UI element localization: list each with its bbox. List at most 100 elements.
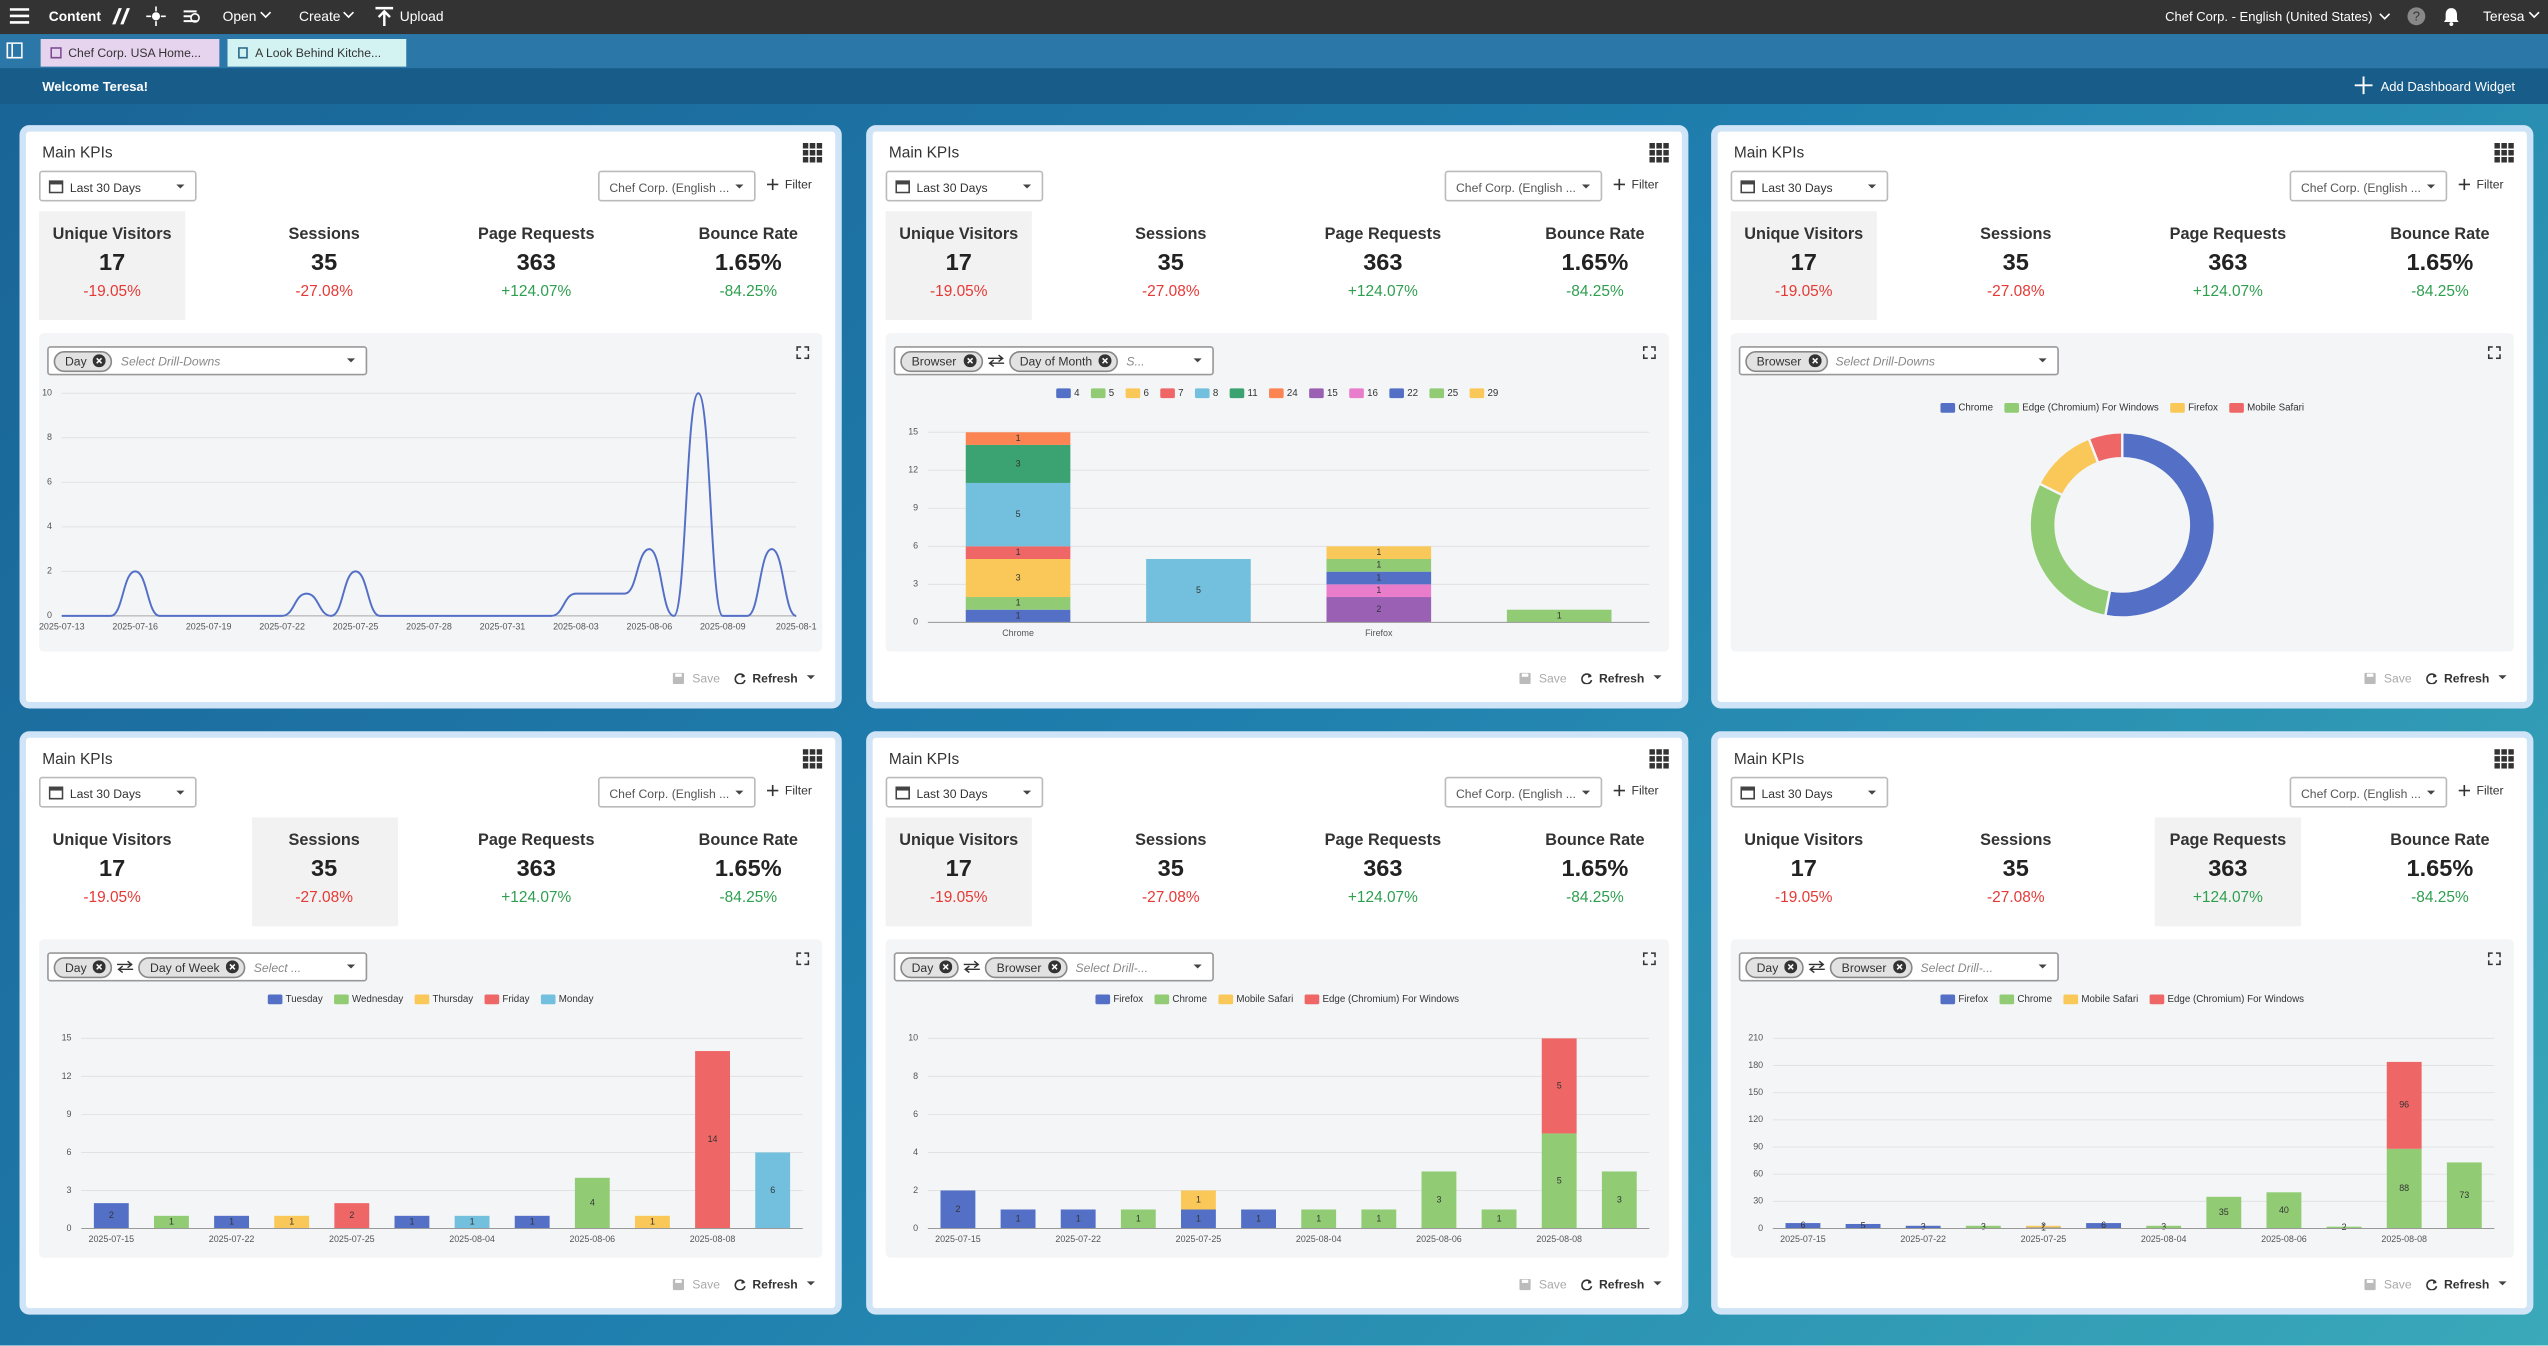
kpi-tile[interactable]: Bounce Rate 1.65% -84.25% [2367,817,2513,926]
kpi-tile[interactable]: Unique Visitors 17 -19.05% [1731,817,1877,926]
remove-chip-icon[interactable] [1892,960,1906,974]
app-name[interactable]: Content [48,8,101,25]
remove-chip-icon[interactable] [93,960,107,974]
site-dropdown[interactable]: Chef Corp. (English ... [1444,776,1603,808]
site-dropdown[interactable]: Chef Corp. (English ... [598,170,756,202]
remove-chip-icon[interactable] [939,960,953,974]
drilldown-chip[interactable]: Day of Week [138,956,246,978]
kpi-tile[interactable]: Page Requests 363 +124.07% [2154,817,2301,927]
date-range-dropdown[interactable]: Last 30 Days [885,776,1044,808]
notifications-icon[interactable] [2442,7,2460,27]
remove-chip-icon[interactable] [226,960,240,974]
remove-chip-icon[interactable] [93,354,107,368]
date-range-dropdown[interactable]: Last 30 Days [1730,170,1889,202]
tab[interactable]: A Look Behind Kitche... [227,39,407,67]
add-widget-button[interactable]: Add Dashboard Widget [2380,79,2516,95]
kpi-tile[interactable]: Page Requests 363 +124.07% [463,817,609,926]
site-dropdown[interactable]: Chef Corp. (English ... [2289,776,2448,808]
kpi-tile[interactable]: Sessions 35 -27.08% [1943,817,2089,926]
drilldown-chip[interactable]: Day [53,956,113,978]
widget-menu-icon[interactable] [1649,749,1669,769]
refresh-button[interactable]: Refresh [2426,671,2507,686]
swap-icon[interactable] [117,960,134,974]
kpi-tile[interactable]: Bounce Rate 1.65% -84.25% [1522,817,1668,926]
drilldown-selector[interactable]: Day Browser Select Drill-... [1738,952,2059,982]
fullscreen-icon[interactable] [1642,346,1656,360]
kpi-tile[interactable]: Unique Visitors 17 -19.05% [1730,211,1877,321]
filter-button[interactable]: Filter [1613,177,1659,192]
tab[interactable]: Chef Corp. USA Home... [40,39,220,67]
kpi-tile[interactable]: Unique Visitors 17 -19.05% [39,817,185,926]
kpi-tile[interactable]: Bounce Rate 1.65% -84.25% [675,817,821,926]
kpi-tile[interactable]: Sessions 35 -27.08% [1098,817,1244,926]
kpi-tile[interactable]: Unique Visitors 17 -19.05% [885,817,1032,927]
widget-menu-icon[interactable] [1649,143,1669,163]
kpi-tile[interactable]: Sessions 35 -27.08% [1943,211,2089,320]
kpi-tile[interactable]: Page Requests 363 +124.07% [2155,211,2301,320]
filter-button[interactable]: Filter [2458,177,2504,192]
help-icon[interactable]: ? [2407,7,2427,27]
kpi-tile[interactable]: Page Requests 363 +124.07% [463,211,609,320]
date-range-dropdown[interactable]: Last 30 Days [885,170,1044,202]
drilldown-chip[interactable]: Day [53,350,113,372]
fullscreen-icon[interactable] [2487,346,2501,360]
date-range-dropdown[interactable]: Last 30 Days [39,170,197,202]
site-dropdown[interactable]: Chef Corp. (English ... [2289,170,2448,202]
drilldown-selector[interactable]: Day Browser Select Drill-... [893,952,1214,982]
drilldown-chip[interactable]: Browser [900,350,983,372]
kpi-tile[interactable]: Sessions 35 -27.08% [251,817,398,927]
date-range-dropdown[interactable]: Last 30 Days [1730,776,1889,808]
user-menu[interactable]: Teresa [2483,8,2525,25]
menu-icon[interactable] [9,8,30,24]
refresh-button[interactable]: Refresh [1581,1277,1662,1292]
filter-button[interactable]: Filter [2458,783,2504,798]
drilldown-selector[interactable]: Browser Day of Month S... [893,346,1214,376]
kpi-tile[interactable]: Unique Visitors 17 -19.05% [885,211,1032,321]
kpi-tile[interactable]: Page Requests 363 +124.07% [1310,817,1456,926]
widget-menu-icon[interactable] [2494,143,2514,163]
menu-create[interactable]: Create [299,8,341,25]
date-range-dropdown[interactable]: Last 30 Days [39,776,197,808]
site-selector[interactable]: Chef Corp. - English (United States) [2165,9,2373,25]
kpi-tile[interactable]: Page Requests 363 +124.07% [1310,211,1456,320]
site-dropdown[interactable]: Chef Corp. (English ... [598,776,756,808]
kpi-tile[interactable]: Bounce Rate 1.65% -84.25% [2367,211,2513,320]
sidebar-toggle[interactable] [6,42,23,59]
swap-icon[interactable] [964,960,981,974]
drilldown-chip[interactable]: Day [900,956,960,978]
fullscreen-icon[interactable] [796,346,810,360]
drilldown-selector[interactable]: Browser Select Drill-Downs [1738,346,2059,376]
kpi-tile[interactable]: Sessions 35 -27.08% [251,211,397,320]
refresh-button[interactable]: Refresh [734,671,816,686]
kpi-tile[interactable]: Bounce Rate 1.65% -84.25% [675,211,821,320]
remove-chip-icon[interactable] [1784,960,1798,974]
drilldown-chip[interactable]: Browser [1830,956,1913,978]
menu-open[interactable]: Open [222,8,257,25]
remove-chip-icon[interactable] [962,354,976,368]
kpi-tile[interactable]: Bounce Rate 1.65% -84.25% [1522,211,1668,320]
filter-button[interactable]: Filter [1613,783,1659,798]
kpi-tile[interactable]: Unique Visitors 17 -19.05% [39,211,186,321]
filter-button[interactable]: Filter [767,177,812,192]
refresh-button[interactable]: Refresh [2426,1277,2507,1292]
refresh-button[interactable]: Refresh [734,1277,816,1292]
widget-menu-icon[interactable] [802,143,823,163]
filter-button[interactable]: Filter [767,783,812,798]
widget-menu-icon[interactable] [2494,749,2514,769]
remove-chip-icon[interactable] [1807,354,1821,368]
kpi-tile[interactable]: Sessions 35 -27.08% [1098,211,1244,320]
refresh-button[interactable]: Refresh [1581,671,1662,686]
remove-chip-icon[interactable] [1047,960,1061,974]
fullscreen-icon[interactable] [2487,952,2501,966]
swap-icon[interactable] [987,354,1004,368]
site-dropdown[interactable]: Chef Corp. (English ... [1444,170,1603,202]
drilldown-selector[interactable]: Day Select Drill-Downs [47,346,368,376]
swap-icon[interactable] [1809,960,1826,974]
drilldown-chip[interactable]: Browser [1745,350,1828,372]
drilldown-chip[interactable]: Day [1745,956,1805,978]
drilldown-selector[interactable]: Day Day of Week Select ... [47,952,368,982]
widget-menu-icon[interactable] [802,749,823,769]
remove-chip-icon[interactable] [1098,354,1112,368]
upload-button[interactable]: Upload [399,8,444,25]
toolbar-icons[interactable] [111,6,209,27]
